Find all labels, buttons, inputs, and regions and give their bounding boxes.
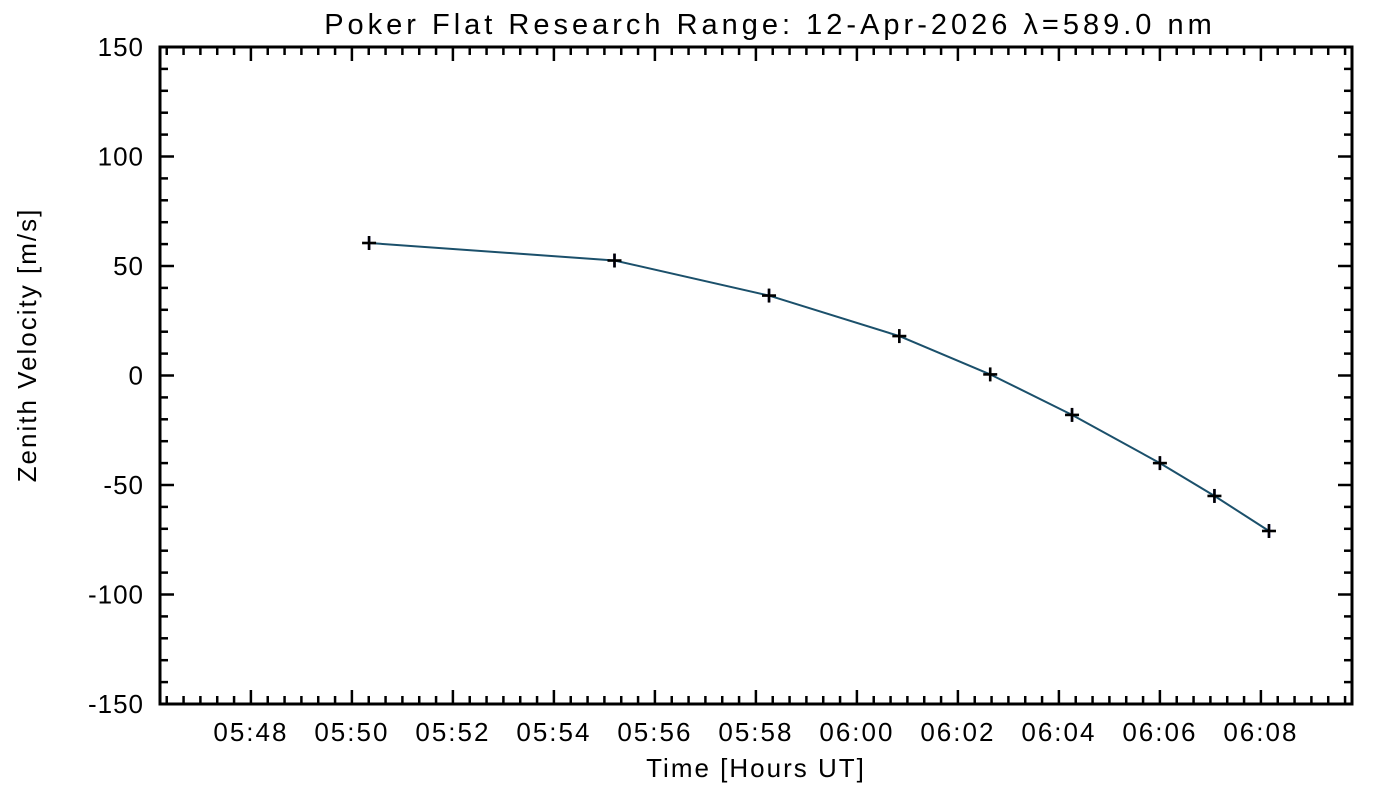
y-tick-label: 50 <box>113 251 144 281</box>
x-tick-label: 05:54 <box>516 717 591 747</box>
y-tick-label: -100 <box>88 580 144 610</box>
y-tick-label: 0 <box>129 361 144 391</box>
y-tick-label: -150 <box>88 689 144 719</box>
x-tick-label: 06:04 <box>1021 717 1096 747</box>
x-tick-label: 06:06 <box>1122 717 1197 747</box>
y-axis-title: Zenith Velocity [m/s] <box>12 208 42 483</box>
x-tick-label: 06:08 <box>1223 717 1298 747</box>
x-tick-label: 05:52 <box>415 717 490 747</box>
y-tick-label: -50 <box>103 470 144 500</box>
x-tick-label: 05:50 <box>314 717 389 747</box>
x-axis-title: Time [Hours UT] <box>646 753 866 783</box>
y-tick-label: 150 <box>98 32 144 62</box>
x-tick-label: 06:02 <box>920 717 995 747</box>
x-tick-label: 05:48 <box>213 717 288 747</box>
data-series-group <box>362 236 1276 538</box>
x-tick-label: 05:58 <box>718 717 793 747</box>
axes-group: 05:48 05:50 05:52 05:54 05:56 05:58 06:00 06:02… <box>88 32 1354 747</box>
x-tick-label: 05:56 <box>617 717 692 747</box>
x-tick-label: 06:00 <box>819 717 894 747</box>
chart-title: Poker Flat Research Range: 12-Apr-2026 λ… <box>324 9 1216 41</box>
y-tick-label: 100 <box>98 142 144 172</box>
